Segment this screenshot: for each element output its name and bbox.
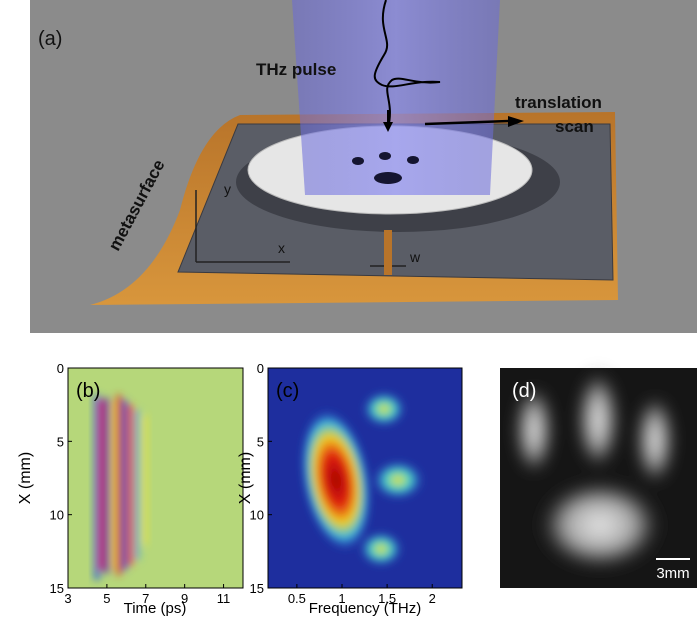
hole [352,157,364,165]
y-tick-label: 5 [257,434,264,449]
hole [407,156,419,164]
label: x [278,240,285,256]
label: translation [515,93,602,112]
panel-label: (b) [76,380,100,402]
stripe [128,405,133,565]
x-tick-label: 0.5 [288,591,306,606]
label: THz pulse [256,60,336,79]
hole [374,172,402,184]
blob [538,480,662,570]
x-tick-label: 9 [181,591,188,606]
y-tick-label: 10 [250,508,264,523]
label: y [224,181,231,197]
y-tick-label: 0 [257,361,264,376]
beam [292,0,500,195]
x-tick-label: 5 [103,591,110,606]
plot-frame [267,367,463,589]
x-tick-label: 1.5 [378,591,396,606]
stripe [104,398,110,573]
panel-label: (d) [512,380,536,402]
scale-label: 3mm [656,565,689,582]
heatmap-b [68,368,243,588]
x-tick-label: 3 [64,591,71,606]
stripe [94,395,100,580]
y-tick-label: 5 [57,434,64,449]
hole [379,152,391,160]
panel-label: (a) [38,28,62,50]
blob [359,531,403,567]
y-axis-label: X (mm) [17,452,34,504]
y-tick-label: 0 [57,361,64,376]
stripe [122,400,127,570]
arrowhead [383,122,393,132]
arrowhead [508,116,524,127]
panel-label: (c) [276,380,299,402]
arrow [424,119,511,126]
y-tick-label: 15 [250,581,264,596]
x-tick-label: 11 [217,591,231,606]
stripe [116,395,121,575]
pulse-wave [373,0,441,129]
x-tick-label: 7 [142,591,149,606]
stripe [99,400,104,570]
y-tick-label: 15 [50,581,64,596]
blob [300,408,372,552]
panel-a: (a) THz pulse translation scan metasurfa… [30,0,697,333]
stripe [110,400,115,570]
plot-frame [67,367,244,589]
blob [516,385,552,475]
x-tick-label: 2 [429,591,436,606]
x-axis-label: Frequency (THz) [309,600,422,617]
blob [362,391,406,427]
x-tick-label: 1 [338,591,345,606]
heatmap-c [268,368,462,588]
blob [578,370,618,470]
label: scan [555,117,594,136]
x-axis-label: Time (ps) [124,600,187,617]
y-tick-label: 10 [50,508,64,523]
label: w [409,249,421,265]
slot [384,230,392,275]
panel-d: 3mm (d) [500,368,697,588]
axes-arrows [195,190,290,263]
stripe [143,415,147,545]
blob [637,395,673,485]
blob [372,460,424,500]
stripe [135,410,139,560]
y-axis-label: X (mm) [237,452,254,504]
